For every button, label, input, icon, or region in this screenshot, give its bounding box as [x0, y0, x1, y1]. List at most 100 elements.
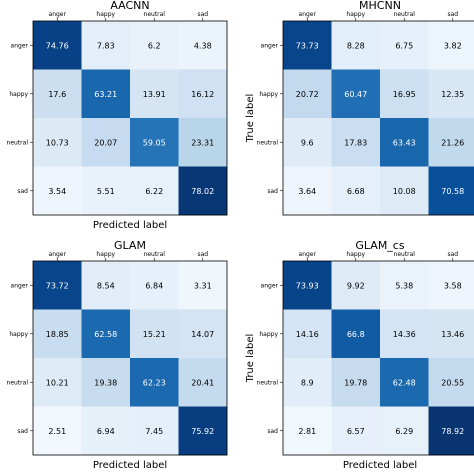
chart-title: AACNN	[110, 0, 149, 12]
cell-value-label: 14.07	[191, 330, 214, 339]
heatmap-cell	[380, 118, 429, 167]
heatmap-cell	[178, 406, 228, 456]
cell-value-label: 3.58	[444, 281, 462, 290]
heatmap-cell	[283, 166, 332, 216]
x-tick-label: happy	[346, 11, 365, 18]
cell-value-label: 13.91	[143, 90, 166, 99]
cell-value-label: 6.57	[347, 427, 365, 436]
cell-value-label: 59.05	[143, 138, 166, 147]
heatmap-cell	[331, 358, 381, 407]
cell-value-label: 3.64	[298, 187, 316, 196]
y-axis-label: True label	[245, 94, 256, 144]
cell-value-label: 73.72	[46, 281, 69, 290]
cell-value-label: 63.21	[94, 90, 117, 99]
cell-value-label: 9.92	[347, 281, 365, 290]
x-tick-label: neutral	[394, 11, 416, 18]
heatmap-cell	[380, 261, 429, 310]
cell-value-label: 17.6	[48, 90, 66, 99]
heatmap-cell	[33, 21, 82, 70]
cell-value-label: 5.38	[395, 281, 413, 290]
cell-value-label: 10.08	[393, 187, 416, 196]
cell-value-label: 7.45	[145, 427, 163, 436]
heatmap-cell	[380, 358, 429, 407]
x-tick-label: anger	[299, 11, 317, 18]
x-tick-label: neutral	[144, 251, 166, 258]
cell-value-label: 20.07	[94, 138, 117, 147]
cell-value-label: 6.29	[395, 427, 413, 436]
heatmap-cell	[33, 69, 82, 119]
cell-value-label: 16.12	[191, 90, 214, 99]
y-axis-label: True label	[245, 334, 256, 384]
cell-value-label: 5.51	[97, 187, 115, 196]
cell-value-label: 63.43	[393, 138, 416, 147]
heatmap-cell	[428, 358, 474, 407]
x-tick-label: anger	[299, 251, 317, 258]
y-tick-label: happy	[259, 331, 278, 338]
chart-title: MHCNN	[359, 0, 401, 12]
cell-value-label: 6.22	[145, 187, 163, 196]
heatmap-cell	[81, 358, 131, 407]
heatmap-cell	[380, 21, 429, 70]
chart-title: GLAM	[114, 239, 146, 252]
heatmap-cell	[130, 21, 179, 70]
cell-value-label: 3.31	[194, 281, 212, 290]
x-tick-label: happy	[96, 251, 115, 258]
y-tick-label: sad	[17, 428, 28, 435]
plot-frame	[282, 20, 474, 216]
cell-value-label: 3.54	[48, 187, 66, 196]
cell-value-label: 10.73	[46, 138, 69, 147]
cell-value-label: 2.51	[48, 427, 66, 436]
heatmap-cell	[33, 261, 82, 310]
heatmap-cell	[428, 166, 474, 216]
cell-value-label: 60.47	[344, 90, 367, 99]
y-tick-label: neutral	[257, 379, 279, 386]
x-tick-label: sad	[447, 11, 458, 18]
confusion-matrix-4: GLAM_cs 73.93 9.92 5.38 3.58 14.16 66.8 14.36 13…	[245, 239, 474, 471]
cell-value-label: 78.02	[191, 187, 214, 196]
y-tick-label: anger	[261, 42, 279, 49]
heatmap-cell	[380, 166, 429, 216]
cell-value-label: 18.85	[46, 330, 69, 339]
heatmap-cell	[283, 406, 332, 456]
heatmap-cell	[130, 261, 179, 310]
y-tick-label: neutral	[7, 139, 29, 146]
x-tick-label: happy	[346, 251, 365, 258]
y-tick-label: neutral	[7, 379, 29, 386]
cell-value-label: 4.38	[194, 41, 212, 50]
cell-value-label: 75.92	[191, 427, 214, 436]
heatmap-cell	[33, 166, 82, 216]
heatmap-cell	[81, 118, 131, 167]
heatmap-cell	[428, 261, 474, 310]
cell-value-label: 3.82	[444, 41, 462, 50]
heatmap-cell	[283, 118, 332, 167]
heatmap-cell	[81, 406, 131, 456]
heatmap-cell	[331, 309, 381, 359]
plot-frame	[282, 260, 474, 456]
cell-value-label: 73.73	[296, 41, 319, 50]
x-tick-label: neutral	[144, 11, 166, 18]
heatmap-cell	[81, 69, 131, 119]
heatmap-cell	[130, 166, 179, 216]
cell-value-label: 62.58	[94, 330, 117, 339]
heatmap-cell	[130, 309, 179, 359]
x-axis-label: Predicted label	[343, 460, 417, 471]
x-tick-label: anger	[49, 11, 67, 18]
x-tick-label: happy	[96, 11, 115, 18]
heatmap-cell	[428, 309, 474, 359]
y-tick-label: sad	[17, 188, 28, 195]
cell-value-label: 9.6	[301, 138, 314, 147]
cell-value-label: 6.94	[97, 427, 115, 436]
plot-frame	[32, 20, 228, 216]
y-tick-label: sad	[267, 428, 278, 435]
cell-value-label: 15.21	[143, 330, 166, 339]
heatmap-cell	[428, 406, 474, 456]
heatmap-cell	[33, 358, 82, 407]
cell-value-label: 6.2	[148, 41, 161, 50]
cell-value-label: 10.21	[46, 378, 69, 387]
cell-value-label: 20.55	[441, 378, 464, 387]
heatmap-cell	[331, 166, 381, 216]
cell-value-label: 70.58	[441, 187, 464, 196]
heatmap-cell	[283, 69, 332, 119]
x-axis-label: Predicted label	[93, 220, 167, 231]
heatmap-cell	[283, 358, 332, 407]
